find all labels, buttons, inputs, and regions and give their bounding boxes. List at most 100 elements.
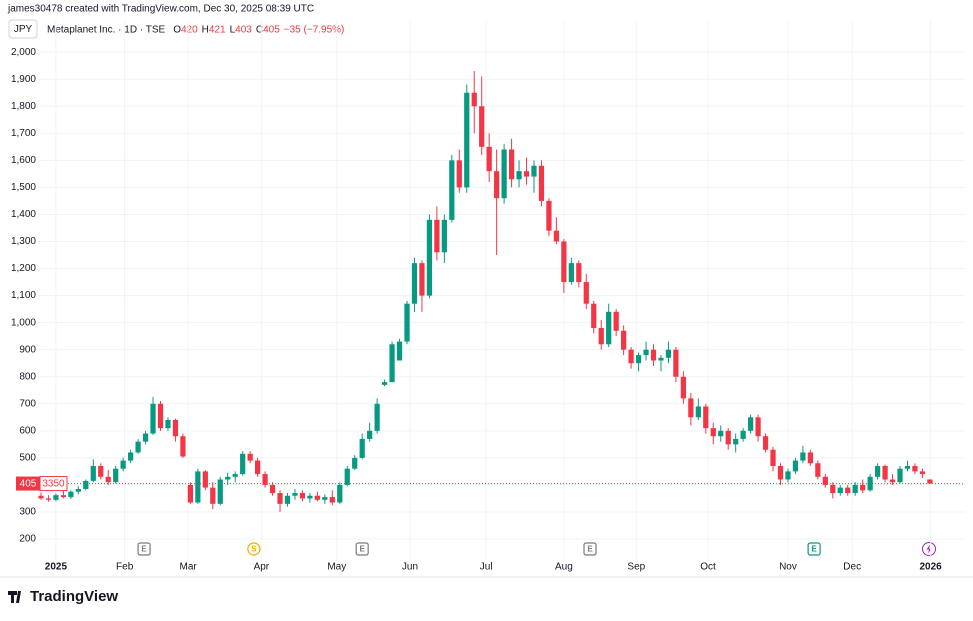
y-tick-label: 500: [19, 453, 36, 464]
x-tick-label: 2026: [920, 562, 943, 573]
candle-body: [45, 498, 52, 500]
candle-body: [568, 263, 574, 283]
legend-change: −35 (−7.95%): [284, 24, 345, 35]
candle-body: [225, 476, 231, 480]
candle-body: [60, 495, 67, 498]
candle-body: [621, 330, 627, 350]
candle-body: [75, 488, 81, 492]
x-tick-label: May: [327, 562, 346, 573]
candle-body: [650, 349, 657, 361]
candle-body: [613, 311, 619, 331]
event-marker: [355, 542, 369, 556]
candle-body: [531, 165, 537, 177]
y-tick-label: 1,300: [11, 236, 36, 247]
candle-body: [860, 484, 866, 491]
y-tick-label: 1,700: [11, 128, 36, 139]
candle-body: [456, 160, 462, 188]
candle-body: [635, 355, 642, 364]
candle-body: [882, 465, 888, 480]
x-tick-label: Nov: [779, 562, 797, 573]
candle-body: [822, 476, 828, 485]
candle-body: [486, 146, 492, 172]
candle-body: [381, 382, 388, 385]
candle-body: [411, 263, 418, 304]
candle-body: [157, 403, 164, 429]
x-tick-label: 2025: [45, 562, 68, 573]
y-tick-label: 1,400: [11, 209, 36, 220]
candle-body: [90, 465, 96, 481]
x-tick-label: Jun: [402, 562, 418, 573]
candle-body: [449, 160, 455, 220]
candle-body: [725, 430, 731, 445]
grid: [38, 20, 965, 562]
brand-logo: [8, 591, 21, 603]
candle-body: [598, 328, 604, 345]
y-tick-label: 1,200: [11, 263, 36, 274]
candle-body: [770, 449, 776, 466]
legend-value: 405: [263, 24, 280, 35]
legend-key: O: [173, 24, 181, 35]
candle-body: [800, 452, 806, 461]
candle-body: [210, 487, 216, 504]
candle-body: [867, 476, 873, 491]
event-label: E: [587, 545, 593, 554]
x-tick-label: Mar: [180, 562, 198, 573]
legend-key: C: [256, 24, 263, 35]
candle-body: [337, 484, 343, 503]
candle-body: [142, 433, 149, 442]
candle-body: [128, 452, 134, 461]
candle-body: [307, 495, 313, 499]
candle-body: [688, 398, 694, 418]
legend-name: Metaplanet Inc. · 1D · TSE: [47, 24, 166, 35]
candle-body: [561, 241, 567, 283]
y-tick-label: 800: [19, 371, 36, 382]
candle-body: [53, 495, 59, 500]
candle-body: [576, 263, 582, 283]
candle-body: [643, 349, 649, 356]
candle-body: [591, 303, 597, 329]
candle-body: [471, 92, 477, 107]
candle-body: [740, 430, 746, 439]
legend: Metaplanet Inc. · 1D · TSE O420 H421 L403 C4…: [47, 24, 344, 35]
candle-body: [195, 471, 201, 503]
currency[interactable]: JPY: [14, 24, 33, 35]
candle-body: [718, 430, 724, 437]
candle-body: [277, 493, 283, 504]
lightning-icon: [922, 542, 936, 556]
candle-body: [538, 165, 545, 201]
candle-body: [464, 92, 470, 188]
candle-body: [845, 487, 851, 494]
countdown-label: 3350: [42, 479, 65, 490]
countdown-badge: [39, 476, 68, 492]
candle-body: [710, 428, 716, 437]
candle-body: [344, 468, 350, 485]
candle-body: [494, 171, 500, 199]
candle-body: [546, 200, 552, 231]
candle-body: [150, 403, 156, 434]
candle-body: [434, 219, 440, 253]
y-tick-label: 900: [19, 344, 36, 355]
candle-body: [695, 406, 701, 418]
candle-body: [284, 495, 291, 504]
event-marker: [137, 542, 151, 556]
candle-body: [322, 497, 328, 500]
candle-body: [292, 493, 298, 496]
candle-body: [583, 282, 589, 304]
currency-box[interactable]: [8, 19, 38, 39]
y-tick-label: 1,000: [11, 317, 36, 328]
event-marker: [583, 542, 597, 556]
candle-body: [359, 438, 365, 458]
event-label: E: [141, 545, 147, 554]
candle-body: [837, 487, 843, 494]
x-tick-label: Dec: [843, 562, 861, 573]
candle-body: [299, 493, 306, 499]
candle-body: [919, 471, 926, 475]
candle-body: [516, 171, 522, 180]
candle-body: [217, 479, 223, 504]
y-tick-label: 2,000: [11, 47, 36, 58]
price-badge-label: 405: [20, 479, 37, 490]
candle-body: [927, 479, 933, 484]
candle-body: [830, 484, 836, 494]
candle-body: [665, 349, 672, 358]
